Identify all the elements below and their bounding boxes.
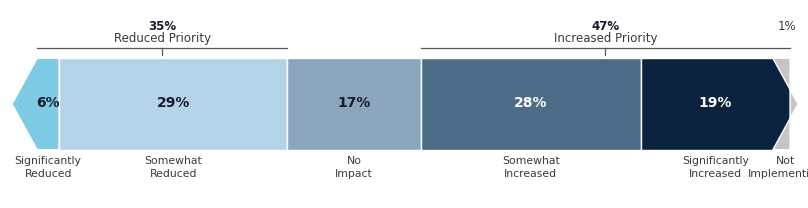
Text: Significantly
Reduced: Significantly Reduced — [15, 156, 82, 178]
Text: 1%: 1% — [777, 20, 796, 33]
Text: 47%: 47% — [591, 20, 620, 33]
Text: Increased Priority: Increased Priority — [553, 32, 657, 45]
Text: Not
Implementing: Not Implementing — [747, 156, 808, 178]
Text: No
Impact: No Impact — [335, 156, 372, 178]
Text: 19%: 19% — [699, 96, 732, 110]
Text: Reduced Priority: Reduced Priority — [114, 32, 211, 45]
Text: Somewhat
Reduced: Somewhat Reduced — [145, 156, 202, 178]
Polygon shape — [12, 58, 59, 150]
Polygon shape — [59, 58, 287, 150]
Polygon shape — [772, 58, 798, 150]
Text: Somewhat
Increased: Somewhat Increased — [502, 156, 560, 178]
Text: Significantly
Increased: Significantly Increased — [682, 156, 749, 178]
Text: 17%: 17% — [337, 96, 371, 110]
Text: 29%: 29% — [157, 96, 190, 110]
Text: 28%: 28% — [514, 96, 548, 110]
Polygon shape — [421, 58, 641, 150]
Polygon shape — [641, 58, 790, 150]
Text: 35%: 35% — [148, 20, 176, 33]
Polygon shape — [287, 58, 421, 150]
Text: 6%: 6% — [36, 96, 60, 110]
